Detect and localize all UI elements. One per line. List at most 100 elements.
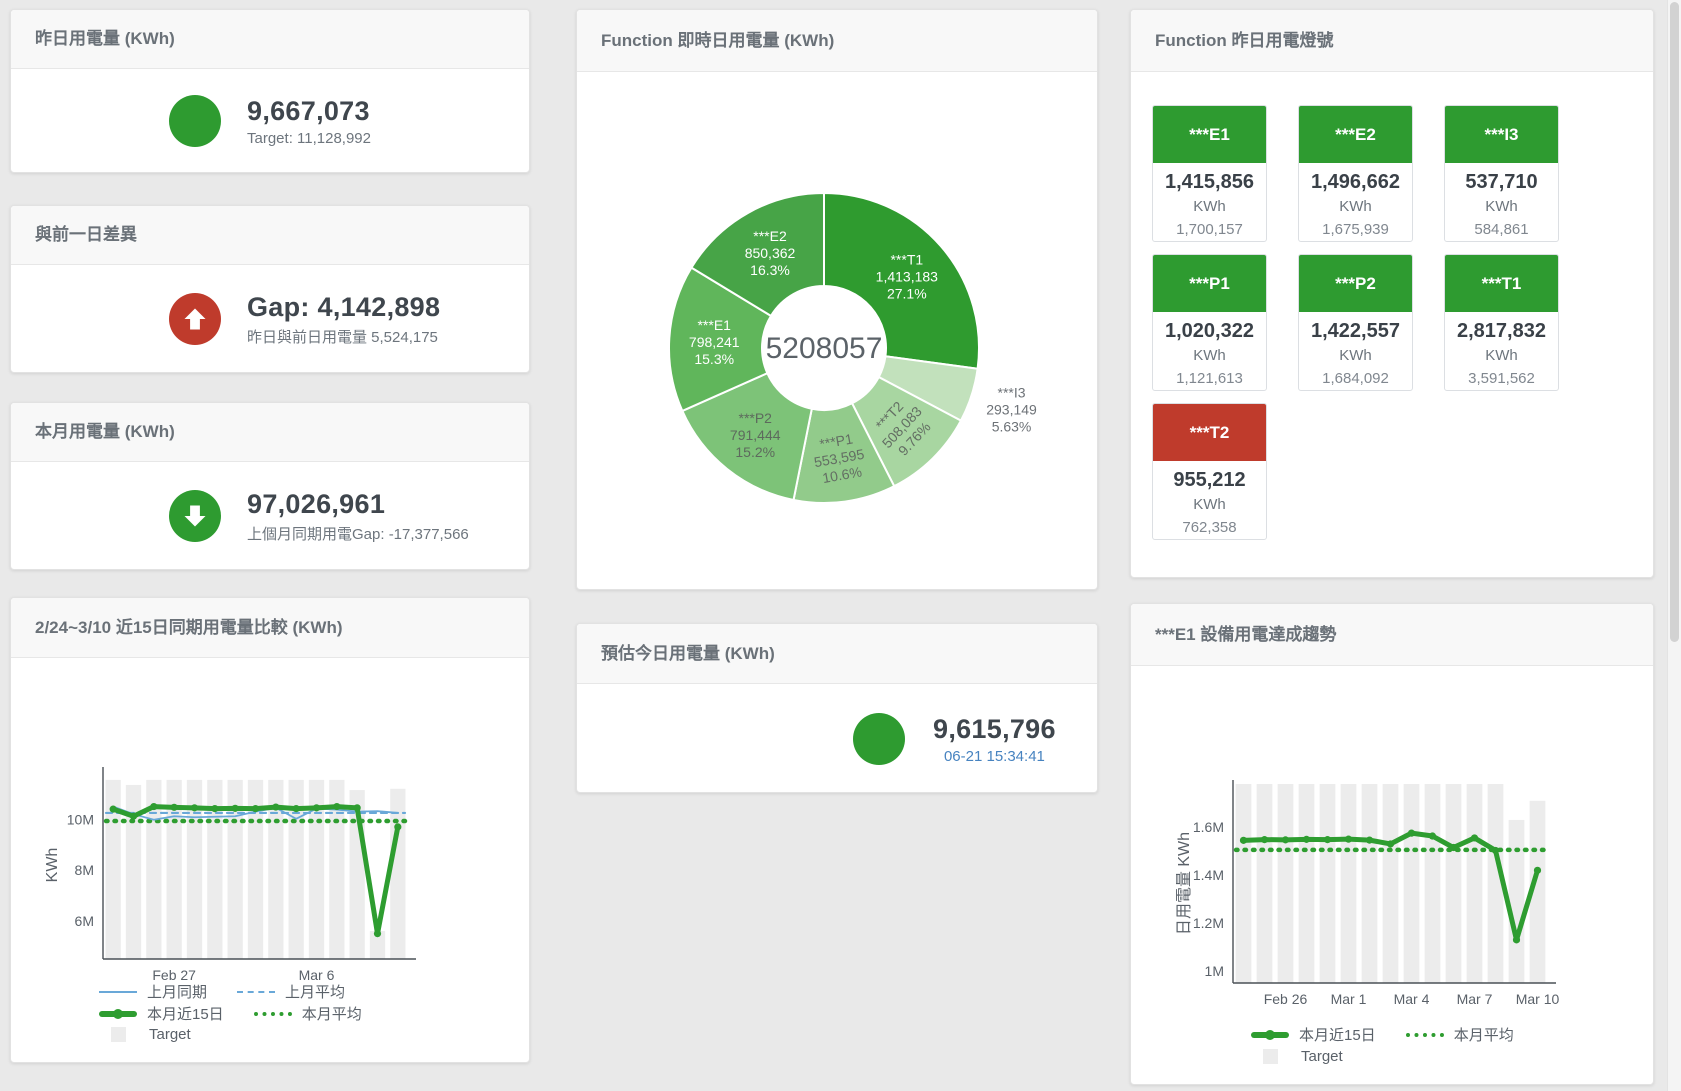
bar-marker-icon — [111, 1027, 126, 1042]
tile-header: ***I3 — [1445, 106, 1558, 163]
thick-line-marker-icon — [99, 1008, 137, 1019]
tile-unit: KWh — [1193, 347, 1226, 364]
tile-target: 3,591,562 — [1468, 370, 1535, 387]
kpi-body: 9,615,796 06-21 15:34:41 — [577, 684, 1097, 794]
tile-target: 1,675,939 — [1322, 221, 1389, 238]
tile-header: ***E1 — [1153, 106, 1266, 163]
legend-item-this-month-avg[interactable]: 本月平均 — [253, 1003, 362, 1024]
tile-value: 1,020,322 — [1165, 320, 1254, 342]
status-tile-p2[interactable]: ***P2 1,422,557 KWh 1,684,092 — [1298, 254, 1413, 391]
tile-value: 1,496,662 — [1311, 171, 1400, 193]
svg-text:5208057: 5208057 — [766, 332, 883, 365]
kpi-sub: 昨日與前日用電量 5,524,175 — [247, 328, 438, 346]
tile-target: 1,121,613 — [1176, 370, 1243, 387]
line-marker-icon — [99, 990, 137, 993]
kpi-timestamp: 06-21 15:34:41 — [943, 747, 1045, 765]
svg-text:1.4M: 1.4M — [1193, 867, 1224, 883]
e1-trend-line-chart: 1M 1.2M 1.4M 1.6M Feb 26 Mar 1 Mar 4 Mar 7 Mar 1… — [1176, 780, 1560, 1007]
tile-unit: KWh — [1485, 347, 1518, 364]
legend-item-this-month[interactable]: 本月近15日 — [99, 1003, 224, 1024]
status-tile-t1[interactable]: ***T1 2,817,832 KWh 3,591,562 — [1444, 254, 1559, 391]
card-e1-trend: ***E1 設備用電達成趨勢 1M 1.2M 1.4M 1.6M Feb 26 Mar 1… — [1130, 603, 1654, 1085]
card-title: 預估今日用電量 (KWh) — [577, 624, 1097, 684]
legend-row: 本月近15日 本月平均 — [1251, 1024, 1514, 1045]
status-tile-t2[interactable]: ***T2 955,212 KWh 762,358 — [1152, 403, 1267, 540]
card-15day-compare: 2/24~3/10 近15日同期用電量比較 (KWh) 6M 8M 10M Feb 2… — [10, 597, 530, 1063]
svg-text:Feb 26: Feb 26 — [1264, 991, 1308, 1007]
status-tiles-grid: ***E1 1,415,856 KWh 1,700,157 ***E2 1,49… — [1152, 105, 1559, 540]
tile-header: ***P2 — [1299, 255, 1412, 312]
tile-header: ***P1 — [1153, 255, 1266, 312]
tile-value: 955,212 — [1173, 469, 1246, 491]
realtime-donut-chart[interactable]: ***T1 1,413,183 27.1%***I3 293,149 5.63%***T… — [577, 72, 1097, 589]
down-arrow-icon — [169, 490, 221, 542]
legend-item-last-month[interactable]: 上月同期 — [99, 981, 207, 1002]
kpi-value: 9,667,073 — [247, 95, 370, 126]
svg-text:10M: 10M — [67, 811, 94, 827]
svg-text:1M: 1M — [1205, 963, 1224, 979]
tile-unit: KWh — [1339, 347, 1372, 364]
bar-marker-icon — [1263, 1049, 1278, 1064]
svg-text:1.2M: 1.2M — [1193, 915, 1224, 931]
scrollbar[interactable] — [1667, 0, 1681, 1091]
svg-text:Mar 7: Mar 7 — [1457, 991, 1493, 1007]
status-tile-e2[interactable]: ***E2 1,496,662 KWh 1,675,939 — [1298, 105, 1413, 242]
tile-header: ***T1 — [1445, 255, 1558, 312]
dash-marker-icon — [237, 990, 276, 993]
svg-text:1.6M: 1.6M — [1193, 819, 1224, 835]
thick-line-marker-icon — [1251, 1029, 1289, 1040]
card-title: 昨日用電量 (KWh) — [11, 10, 529, 69]
legend-row: 本月近15日 本月平均 — [99, 1003, 362, 1024]
card-realtime-usage: Function 即時日用電量 (KWh) ***T1 1,413,183 27.1… — [576, 9, 1098, 590]
card-title: 2/24~3/10 近15日同期用電量比較 (KWh) — [11, 598, 529, 658]
card-title: Function 昨日用電燈號 — [1131, 10, 1653, 72]
svg-text:***P1553,59510.6%: ***P1553,59510.6% — [810, 429, 869, 487]
tile-header: ***E2 — [1299, 106, 1412, 163]
card-title: 本月用電量 (KWh) — [11, 403, 529, 462]
svg-text:8M: 8M — [75, 862, 94, 878]
legend-item-this-month-avg[interactable]: 本月平均 — [1405, 1024, 1514, 1045]
legend-item-target[interactable]: Target — [111, 1026, 191, 1043]
legend-item-last-month-avg[interactable]: 上月平均 — [237, 981, 345, 1002]
kpi-body: 97,026,961 上個月同期用電Gap: -17,377,566 — [11, 462, 529, 570]
tile-target: 1,700,157 — [1176, 221, 1243, 238]
svg-text:Mar 6: Mar 6 — [299, 967, 335, 983]
svg-text:Mar 10: Mar 10 — [1516, 991, 1560, 1007]
kpi-sub: 上個月同期用電Gap: -17,377,566 — [247, 525, 469, 543]
tile-unit: KWh — [1193, 496, 1226, 513]
tile-unit: KWh — [1339, 198, 1372, 215]
svg-text:Mar 4: Mar 4 — [1394, 991, 1430, 1007]
dot-marker-icon — [253, 1011, 292, 1016]
legend-item-this-month[interactable]: 本月近15日 — [1251, 1024, 1376, 1045]
kpi-target: Target: 11,128,992 — [247, 129, 371, 147]
svg-text:Mar 1: Mar 1 — [1331, 991, 1367, 1007]
card-title: Function 即時日用電量 (KWh) — [577, 10, 1097, 72]
card-yesterday-usage: 昨日用電量 (KWh) 9,667,073 Target: 11,128,992 — [10, 9, 530, 173]
legend-row: 上月同期 上月平均 — [99, 981, 345, 1002]
tile-value: 1,422,557 — [1311, 320, 1400, 342]
tile-unit: KWh — [1193, 198, 1226, 215]
kpi-value: 97,026,961 — [247, 488, 386, 519]
compare-line-chart: 6M 8M 10M Feb 27 Mar 6 KWh — [44, 767, 416, 983]
svg-text:KWh: KWh — [44, 848, 61, 883]
scrollbar-thumb[interactable] — [1670, 2, 1679, 642]
svg-text:Feb 27: Feb 27 — [152, 967, 196, 983]
kpi-body: Gap: 4,142,898 昨日與前日用電量 5,524,175 — [11, 265, 529, 373]
status-tile-p1[interactable]: ***P1 1,020,322 KWh 1,121,613 — [1152, 254, 1267, 391]
svg-text:6M: 6M — [75, 913, 94, 929]
status-circle-icon — [169, 95, 221, 147]
tile-header: ***T2 — [1153, 404, 1266, 461]
legend-row: Target — [1263, 1048, 1343, 1065]
card-today-forecast: 預估今日用電量 (KWh) 9,615,796 06-21 15:34:41 — [576, 623, 1098, 793]
card-day-gap: 與前一日差異 Gap: 4,142,898 昨日與前日用電量 5,524,175 — [10, 205, 530, 373]
status-tile-i3[interactable]: ***I3 537,710 KWh 584,861 — [1444, 105, 1559, 242]
tile-target: 762,358 — [1182, 519, 1237, 536]
legend-row: Target — [111, 1026, 191, 1043]
legend-item-target[interactable]: Target — [1263, 1048, 1343, 1065]
card-title: ***E1 設備用電達成趨勢 — [1131, 604, 1653, 666]
status-tile-e1[interactable]: ***E1 1,415,856 KWh 1,700,157 — [1152, 105, 1267, 242]
